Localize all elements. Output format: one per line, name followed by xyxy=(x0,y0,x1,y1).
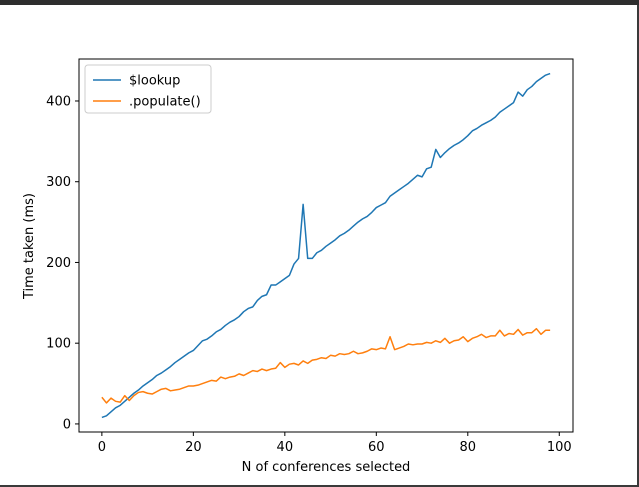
plot-lines xyxy=(101,72,551,419)
window-right-edge xyxy=(637,5,639,487)
x-axis-label: N of conferences selected xyxy=(242,460,411,475)
axes-frame xyxy=(78,58,574,433)
y-tick-label: 100 xyxy=(46,337,71,352)
x-tick-label: 80 xyxy=(460,440,477,455)
legend-entry-label: $lookup xyxy=(129,74,180,89)
y-tick-label: 400 xyxy=(46,94,71,109)
x-tick-label: 60 xyxy=(368,440,385,455)
y-tick-label: 200 xyxy=(46,256,71,271)
x-axis: 0 20 40 60 80 100 xyxy=(98,432,572,455)
x-tick-label: 0 xyxy=(98,440,106,455)
x-tick-label: 100 xyxy=(547,440,572,455)
series-line-lookup xyxy=(101,72,551,419)
series-line-populate xyxy=(101,327,551,404)
legend-entry-label: .populate() xyxy=(129,95,201,110)
y-tick-label: 0 xyxy=(63,417,71,432)
y-axis: 0 100 200 300 400 xyxy=(46,94,79,432)
y-tick-label: 300 xyxy=(46,175,71,190)
y-axis-label: Time taken (ms) xyxy=(22,193,37,300)
legend: $lookup .populate() xyxy=(84,64,212,114)
window-top-bar xyxy=(0,0,639,5)
window-bottom-edge xyxy=(0,485,639,487)
x-tick-label: 20 xyxy=(185,440,202,455)
x-tick-label: 40 xyxy=(277,440,294,455)
